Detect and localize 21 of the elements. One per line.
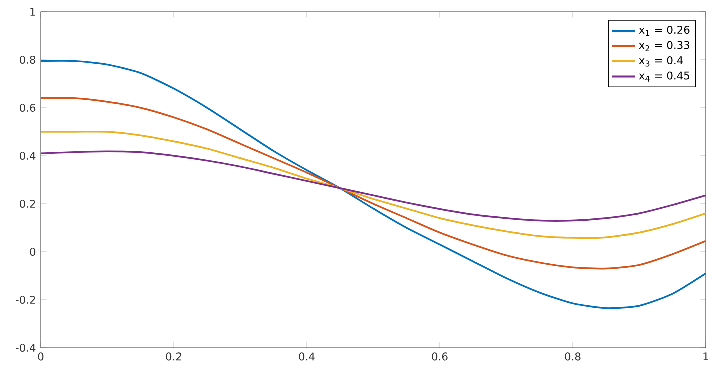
legend-label: x$_{2}$ = 0.33 bbox=[639, 41, 690, 52]
x-tick-label: 0.8 bbox=[565, 352, 581, 361]
line-series bbox=[41, 97, 706, 270]
legend-label: x$_{1}$ = 0.26 bbox=[639, 26, 690, 36]
x-tick-label: 0.6 bbox=[432, 352, 448, 361]
legend-label: x$_{4}$ = 0.45 bbox=[639, 72, 690, 82]
y-tick-label: 0.2 bbox=[20, 200, 36, 208]
line-series bbox=[41, 130, 706, 239]
x-tick-label: 0.4 bbox=[299, 352, 315, 361]
x-tick-label: 1 bbox=[704, 352, 708, 360]
legend-label: x$_{3}$ = 0.4 bbox=[639, 56, 684, 67]
y-tick-label: 0.8 bbox=[20, 56, 36, 64]
y-tick-label: 0 bbox=[30, 248, 36, 256]
line-series bbox=[41, 150, 706, 222]
y-tick-label: -0.4 bbox=[16, 344, 36, 352]
y-tick-label: 1 bbox=[30, 8, 36, 16]
y-tick-label: 0.6 bbox=[20, 104, 36, 112]
y-tick-label: -0.2 bbox=[16, 296, 36, 304]
x-tick-label: 0 bbox=[38, 352, 44, 361]
x-tick-label: 0.2 bbox=[166, 352, 182, 361]
y-tick-label: 0.4 bbox=[20, 152, 36, 160]
